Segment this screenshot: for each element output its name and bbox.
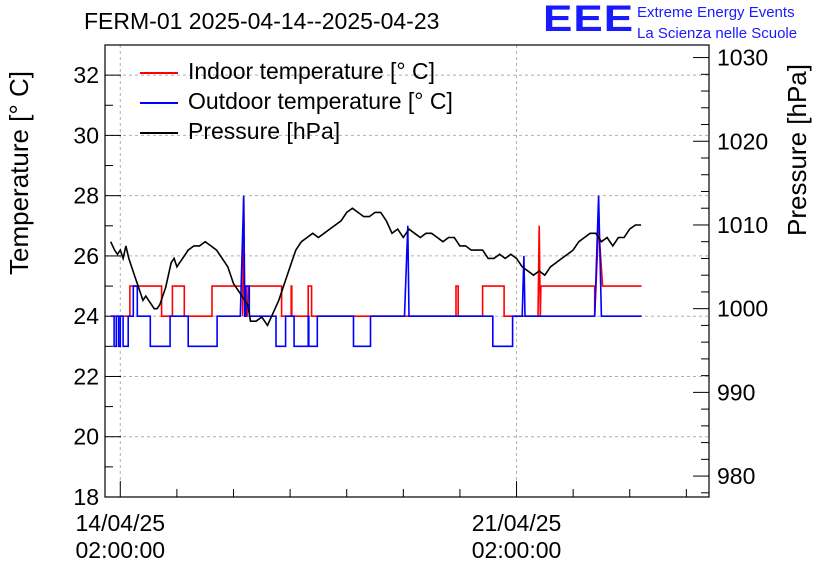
chart-title: FERM-01 2025-04-14--2025-04-23 <box>84 8 440 34</box>
x-tick-label-time-1: 02:00:00 <box>472 537 562 563</box>
org-name-line1: Extreme Energy Events <box>637 4 795 21</box>
y-left-tick-label-0: 18 <box>73 484 99 510</box>
legend-label-pressure: Pressure [hPa] <box>188 118 341 144</box>
org-name-line2: La Scienza nelle Scuole <box>637 25 798 42</box>
y-right-tick-label-3: 1010 <box>717 212 768 238</box>
y-right-tick-label-1: 990 <box>717 379 755 405</box>
y-right-tick-label-5: 1030 <box>717 45 768 71</box>
legend-label-indoor: Indoor temperature [° C] <box>188 58 435 84</box>
eee-logo: EEE <box>543 0 635 40</box>
y-right-tick-label-4: 1020 <box>717 128 768 154</box>
y-left-tick-label-5: 28 <box>73 183 99 209</box>
y-left-tick-label-1: 20 <box>73 424 99 450</box>
legend-swatch-outdoor <box>140 102 178 104</box>
y-left-tick-label-6: 30 <box>73 122 99 148</box>
series-line-outdoor <box>110 195 642 348</box>
x-tick-label-time-0: 02:00:00 <box>76 537 166 563</box>
y-left-tick-label-3: 24 <box>73 303 99 329</box>
legend-swatch-indoor <box>140 72 178 74</box>
series-line-pressure <box>109 207 642 328</box>
y-left-tick-label-4: 26 <box>73 243 99 269</box>
y-right-tick-label-2: 1000 <box>717 296 768 322</box>
y-right-tick-label-0: 980 <box>717 463 755 489</box>
plot-frame <box>104 44 710 498</box>
legend-swatch-pressure <box>140 132 178 134</box>
y-left-tick-label-2: 22 <box>73 363 99 389</box>
y-left-tick-label-7: 32 <box>73 62 99 88</box>
x-tick-label-date-0: 14/04/25 <box>76 510 166 536</box>
legend-label-outdoor: Outdoor temperature [° C] <box>188 88 453 114</box>
x-tick-label-date-1: 21/04/25 <box>472 510 562 536</box>
